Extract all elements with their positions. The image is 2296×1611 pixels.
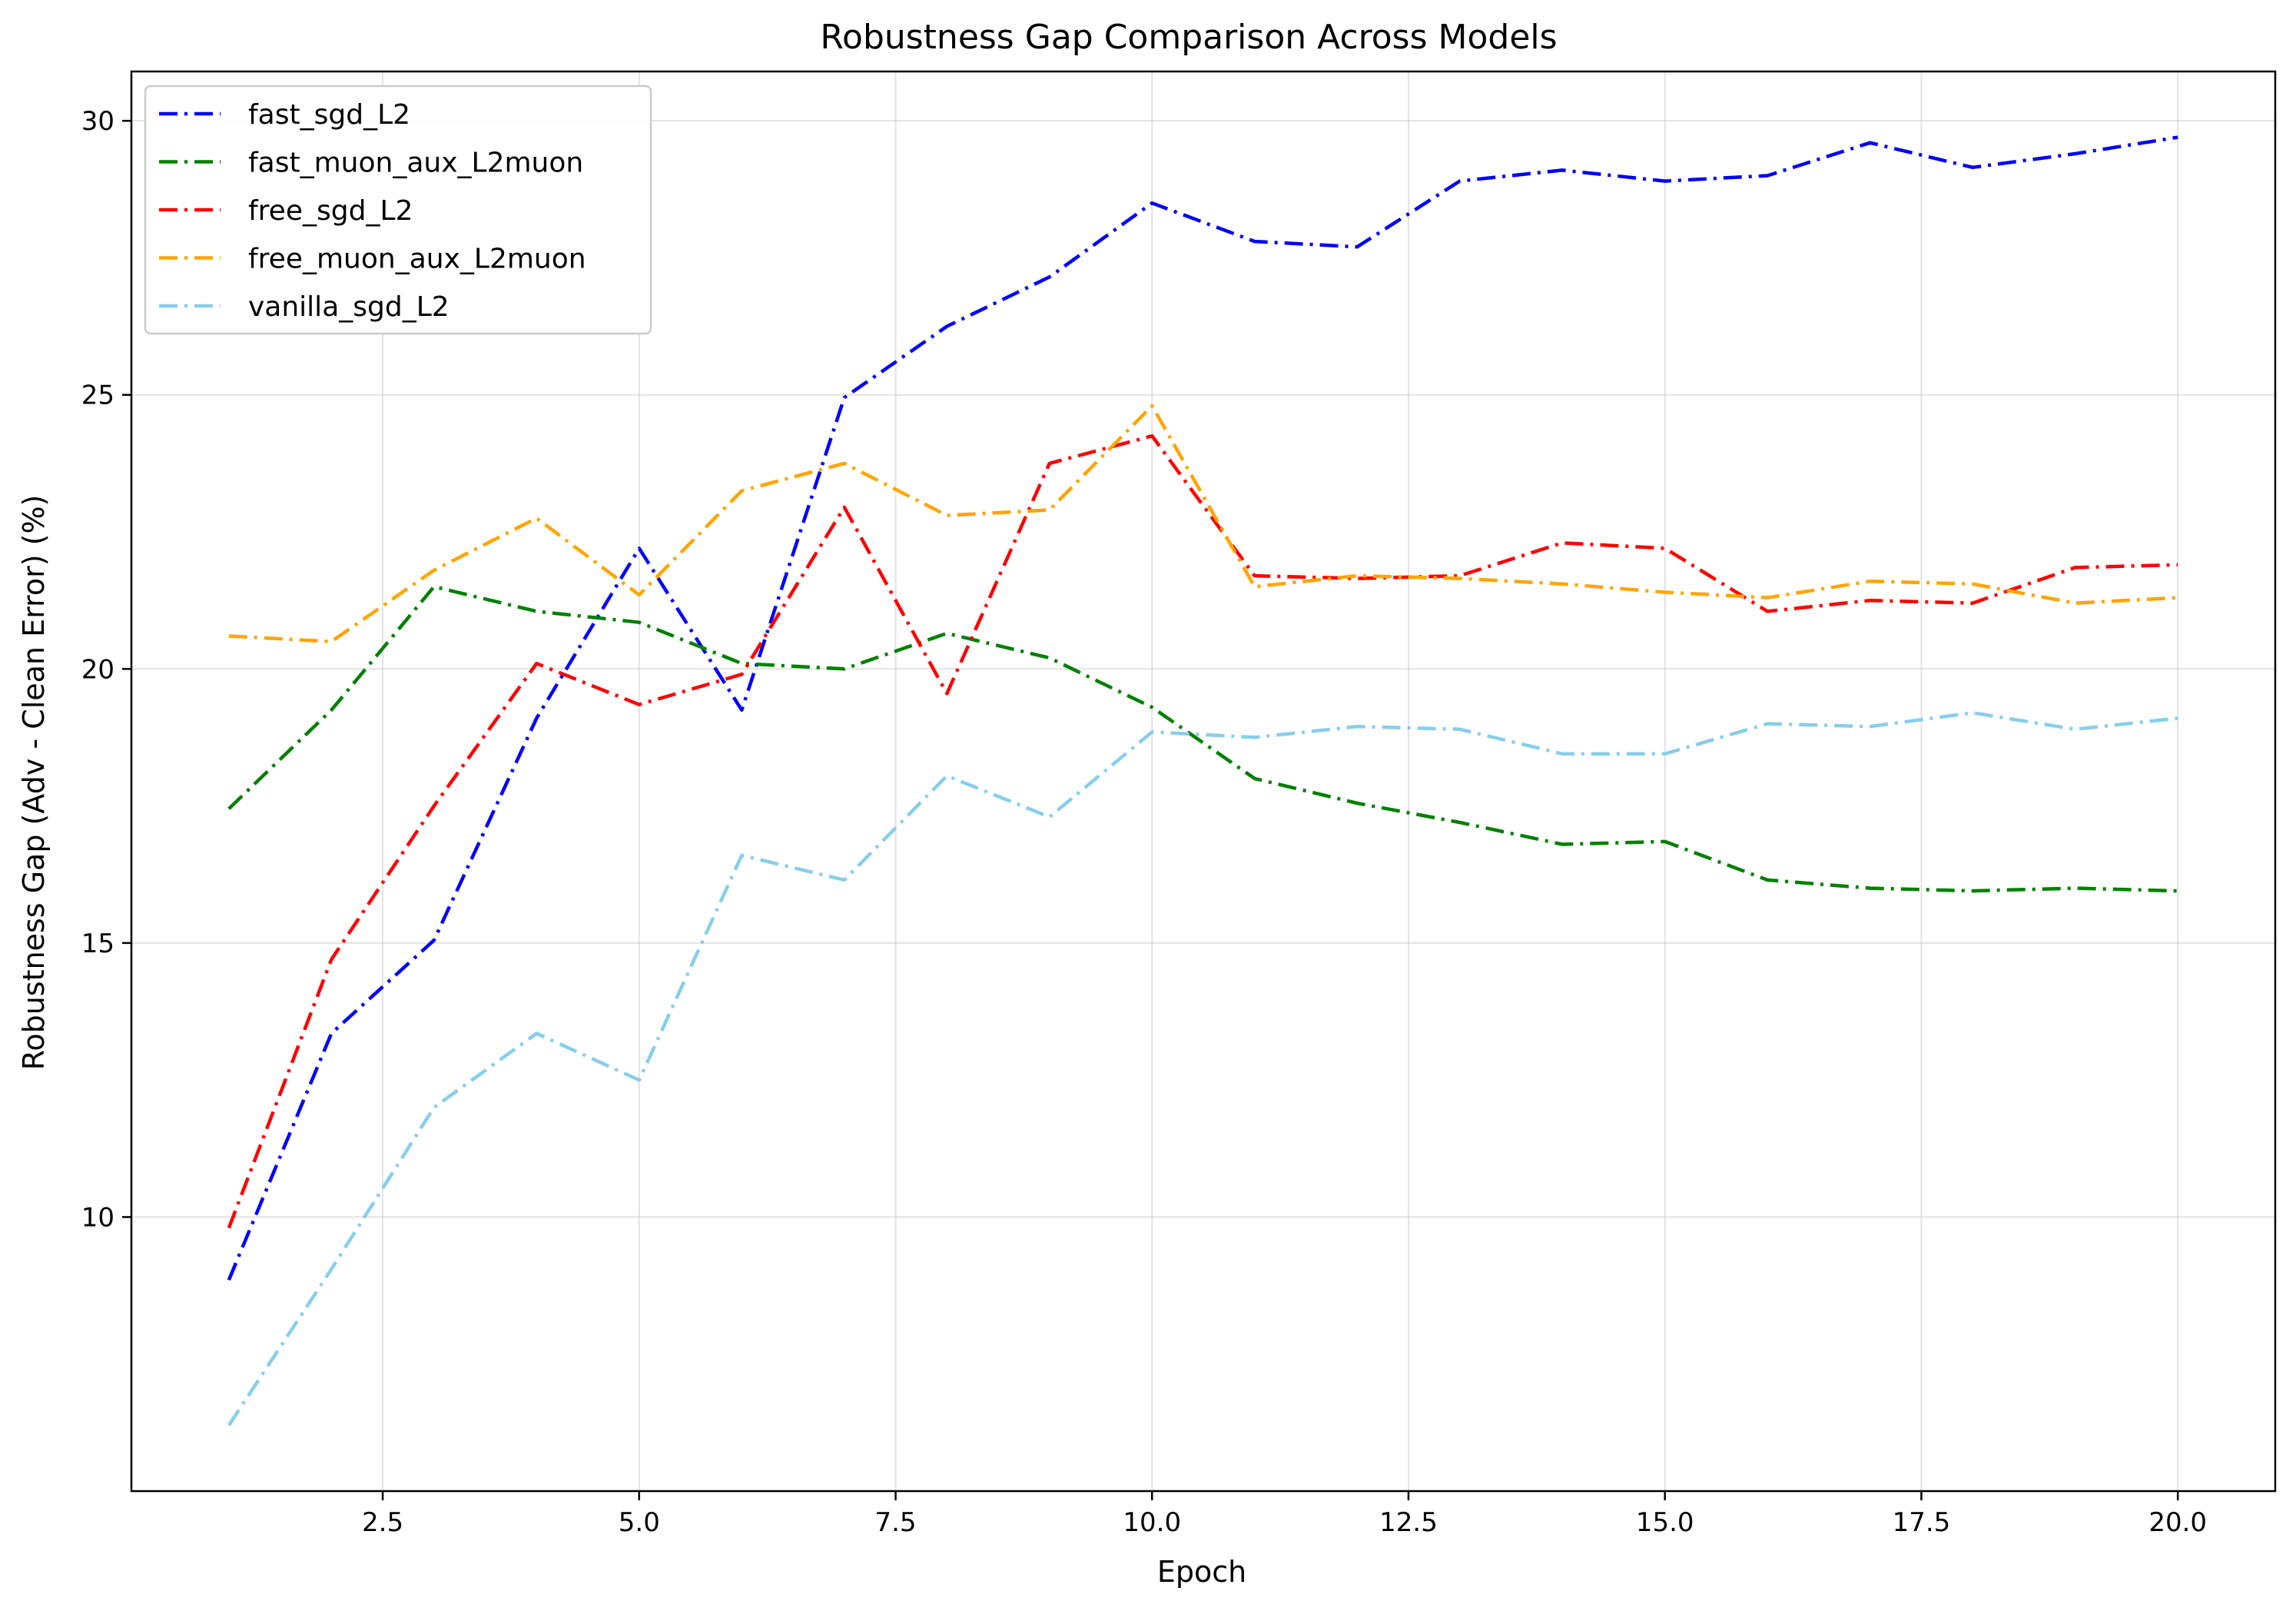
chart-title: Robustness Gap Comparison Across Models — [820, 18, 1557, 57]
y-tick-label: 30 — [81, 106, 114, 137]
x-tick-label: 20.0 — [2148, 1507, 2207, 1538]
legend-label-vanilla_sgd_L2: vanilla_sgd_L2 — [248, 291, 450, 323]
series-line-vanilla_sgd_L2 — [227, 711, 2178, 1427]
x-tick-label: 15.0 — [1636, 1507, 1694, 1538]
y-tick-label: 10 — [81, 1202, 114, 1233]
series-line-fast_sgd_L2 — [227, 135, 2178, 1281]
x-tick-label: 12.5 — [1379, 1507, 1438, 1538]
series-line-fast_muon_aux_L2muon — [227, 585, 2178, 893]
legend-label-fast_sgd_L2: fast_sgd_L2 — [248, 99, 410, 131]
y-tick-label: 20 — [81, 654, 114, 685]
series-lines — [227, 135, 2178, 1427]
x-tick-label: 17.5 — [1893, 1507, 1951, 1538]
x-tick-label: 2.5 — [362, 1507, 403, 1538]
plot-area-frame — [130, 70, 2277, 1493]
x-tick-label: 5.0 — [619, 1507, 660, 1538]
x-tick-label: 10.0 — [1123, 1507, 1181, 1538]
y-tick-label: 15 — [81, 928, 114, 959]
legend: fast_sgd_L2 fast_muon_aux_L2muon free_sgd_… — [144, 85, 652, 335]
y-axis-ticks: 10 15 20 25 30 — [81, 106, 131, 1233]
legend-label-fast_muon_aux_L2muon: fast_muon_aux_L2muon — [248, 148, 583, 179]
grid-lines — [131, 71, 2275, 1491]
legend-box — [144, 85, 652, 335]
x-axis-ticks: 2.5 5.0 7.5 10.0 12.5 15.0 17.5 20.0 — [362, 1491, 2207, 1538]
y-tick-label: 25 — [81, 380, 114, 411]
series-line-free_muon_aux_L2muon — [228, 404, 2178, 643]
x-tick-label: 7.5 — [874, 1507, 916, 1538]
legend-label-free_sgd_L2: free_sgd_L2 — [248, 195, 413, 227]
series-line-free_sgd_L2 — [227, 433, 2178, 1229]
legend-label-free_muon_aux_L2muon: free_muon_aux_L2muon — [248, 244, 586, 275]
y-axis-label: Robustness Gap (Adv - Clean Error) (%) — [17, 495, 51, 1071]
x-axis-label: Epoch — [1157, 1555, 1246, 1589]
